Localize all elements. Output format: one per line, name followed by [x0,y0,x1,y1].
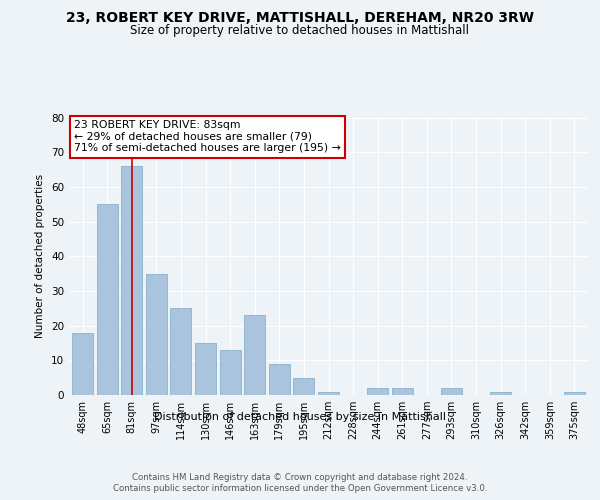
Bar [293,378,314,395]
Bar [392,388,413,395]
Bar [244,315,265,395]
Bar [318,392,339,395]
Bar [195,343,216,395]
Bar [72,332,93,395]
Text: 23 ROBERT KEY DRIVE: 83sqm
← 29% of detached houses are smaller (79)
71% of semi: 23 ROBERT KEY DRIVE: 83sqm ← 29% of deta… [74,120,341,154]
Text: Contains HM Land Registry data © Crown copyright and database right 2024.
Contai: Contains HM Land Registry data © Crown c… [113,472,487,494]
Bar [269,364,290,395]
Bar [564,392,585,395]
Bar [220,350,241,395]
Bar [121,166,142,395]
Bar [367,388,388,395]
Text: 23, ROBERT KEY DRIVE, MATTISHALL, DEREHAM, NR20 3RW: 23, ROBERT KEY DRIVE, MATTISHALL, DEREHA… [66,11,534,25]
Bar [170,308,191,395]
Text: Distribution of detached houses by size in Mattishall: Distribution of detached houses by size … [154,412,446,422]
Bar [441,388,462,395]
Bar [490,392,511,395]
Y-axis label: Number of detached properties: Number of detached properties [35,174,46,338]
Text: Size of property relative to detached houses in Mattishall: Size of property relative to detached ho… [131,24,470,37]
Bar [146,274,167,395]
Bar [97,204,118,395]
